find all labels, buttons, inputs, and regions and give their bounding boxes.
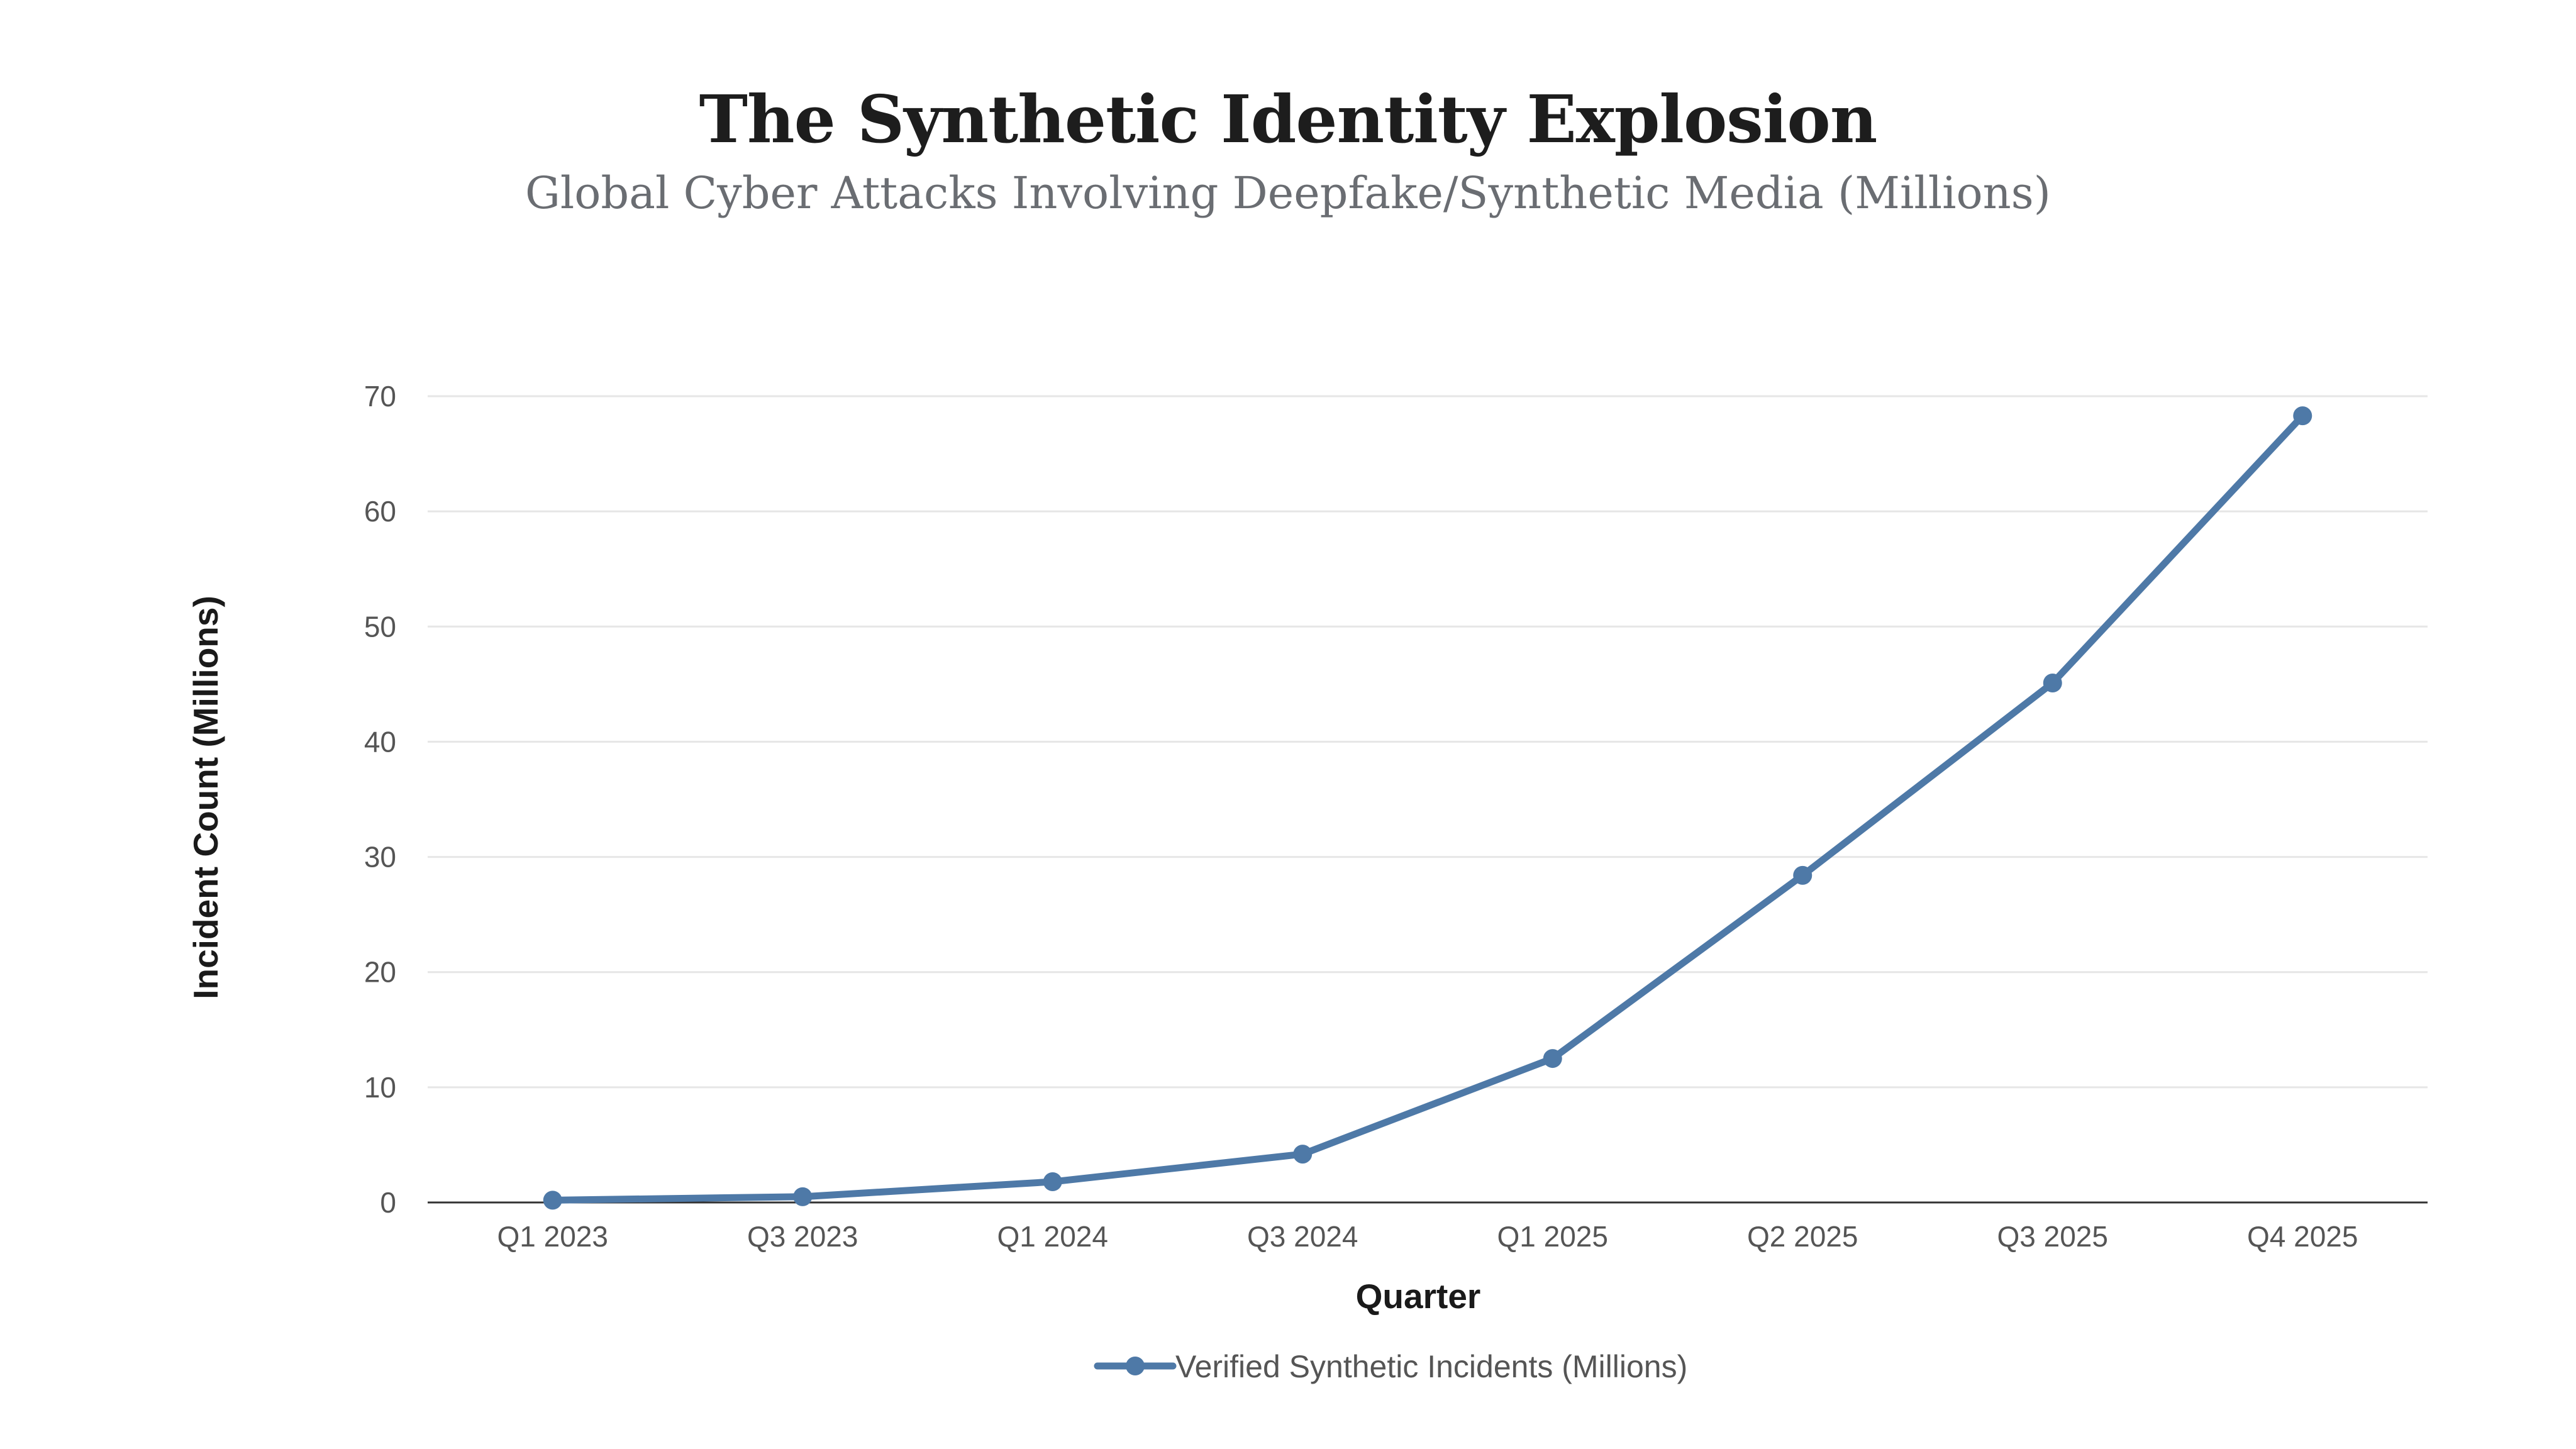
data-point[interactable] bbox=[1293, 1145, 1313, 1164]
data-point[interactable] bbox=[2293, 406, 2312, 426]
legend-label[interactable]: Verified Synthetic Incidents (Millions) bbox=[1175, 1349, 1687, 1384]
chart-title: The Synthetic Identity Explosion bbox=[699, 80, 1878, 158]
data-point[interactable] bbox=[793, 1187, 813, 1206]
data-point[interactable] bbox=[543, 1191, 562, 1210]
y-ticks: 0 10 20 30 40 50 60 70 bbox=[364, 380, 396, 1219]
x-tick-label: Q3 2023 bbox=[747, 1220, 858, 1253]
series-line bbox=[549, 412, 2306, 1204]
legend-swatch-marker bbox=[1126, 1357, 1145, 1375]
x-ticks: Q1 2023 Q3 2023 Q1 2024 Q3 2024 Q1 2025 Q2 20… bbox=[497, 1220, 2358, 1253]
series bbox=[543, 406, 2312, 1210]
x-tick-label: Q3 2024 bbox=[1247, 1220, 1358, 1253]
y-tick-label: 60 bbox=[364, 495, 396, 528]
legend: Verified Synthetic Incidents (Millions) bbox=[1094, 1349, 1687, 1384]
y-axis-title: Incident Count (Millions) bbox=[186, 596, 225, 999]
data-point[interactable] bbox=[1793, 865, 1813, 885]
data-point[interactable] bbox=[1043, 1172, 1062, 1192]
y-tick-label: 0 bbox=[380, 1186, 396, 1219]
x-tick-label: Q1 2023 bbox=[497, 1220, 608, 1253]
y-tick-label: 10 bbox=[364, 1071, 396, 1104]
y-tick-label: 20 bbox=[364, 956, 396, 989]
x-tick-label: Q3 2025 bbox=[1997, 1220, 2108, 1253]
data-point[interactable] bbox=[1543, 1049, 1562, 1069]
y-tick-label: 70 bbox=[364, 380, 396, 413]
x-tick-label: Q2 2025 bbox=[1747, 1220, 1858, 1253]
y-tick-label: 40 bbox=[364, 725, 396, 758]
data-point[interactable] bbox=[2043, 674, 2062, 693]
x-tick-label: Q1 2024 bbox=[997, 1220, 1108, 1253]
gridlines bbox=[428, 395, 2428, 1089]
y-tick-label: 50 bbox=[364, 610, 396, 643]
chart-subtitle: Global Cyber Attacks Involving Deepfake/… bbox=[525, 167, 2051, 219]
x-tick-label: Q4 2025 bbox=[2247, 1220, 2358, 1253]
y-tick-label: 30 bbox=[364, 841, 396, 874]
x-axis-title: Quarter bbox=[1356, 1277, 1481, 1316]
x-tick-label: Q1 2025 bbox=[1497, 1220, 1608, 1253]
